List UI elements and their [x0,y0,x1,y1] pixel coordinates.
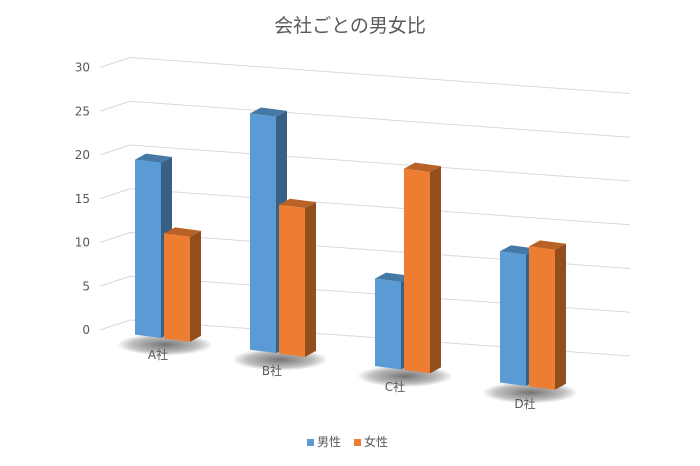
legend-label-male: 男性 [317,435,341,449]
x-tick-label-0: A社 [148,347,168,362]
bar-1-3 [529,246,555,390]
x-tick-label-2: C社 [385,379,405,394]
gridline-left-0 [99,319,131,331]
legend: 男性 女性 [307,434,388,449]
gridline-5 [129,100,631,138]
y-tick-label-1: 5 [82,279,90,293]
bar-top-1-0 [164,227,201,237]
y-tick-label-6: 30 [75,61,90,75]
y-tick-label-5: 25 [75,104,90,118]
bar-1-1 [279,204,305,357]
bar-0-1 [250,113,276,354]
legend-swatch-male [307,439,314,446]
bars [135,107,566,390]
y-axis-ticks: 0 5 10 15 20 25 30 [75,61,90,338]
gridline-4 [129,144,631,182]
bar-side-1-2 [430,166,441,374]
gridline-left-4 [99,144,131,156]
x-tick-label-1: B社 [262,363,282,378]
bar-0-2 [375,278,401,370]
bar-1-2 [404,168,430,374]
bar-side-1-0 [190,230,201,342]
bar-top-0-3 [500,245,537,255]
bar-top-0-2 [375,272,412,283]
gridline-6 [129,57,631,94]
y-tick-label-4: 20 [75,148,90,162]
gridlines [99,57,631,357]
x-tick-label-3: D社 [514,396,535,411]
gridline-3 [129,188,631,226]
chart-title: 会社ごとの男女比 [274,15,426,37]
bar-side-1-3 [555,243,566,390]
bar-0-0 [135,159,161,339]
x-axis-ticks: A社 B社 C社 D社 [148,347,536,411]
y-tick-label-3: 15 [75,192,90,206]
bar-top-1-2 [404,162,441,173]
legend-label-female: 女性 [364,434,388,449]
y-tick-label-2: 10 [75,236,90,250]
gridline-left-5 [99,100,131,112]
bar-top-0-0 [135,153,172,164]
bar-top-1-3 [529,240,566,250]
y-tick-label-0: 0 [82,323,90,337]
gridline-left-2 [99,232,131,243]
legend-swatch-female [354,439,361,446]
bar-top-1-1 [279,198,316,209]
bar-top-0-1 [250,107,287,117]
gridline-left-3 [99,188,131,200]
bar-1-0 [164,233,190,342]
bar-0-3 [500,251,526,386]
bar-side-1-1 [305,202,316,357]
gridline-left-6 [99,57,131,68]
gridline-left-1 [99,275,131,287]
